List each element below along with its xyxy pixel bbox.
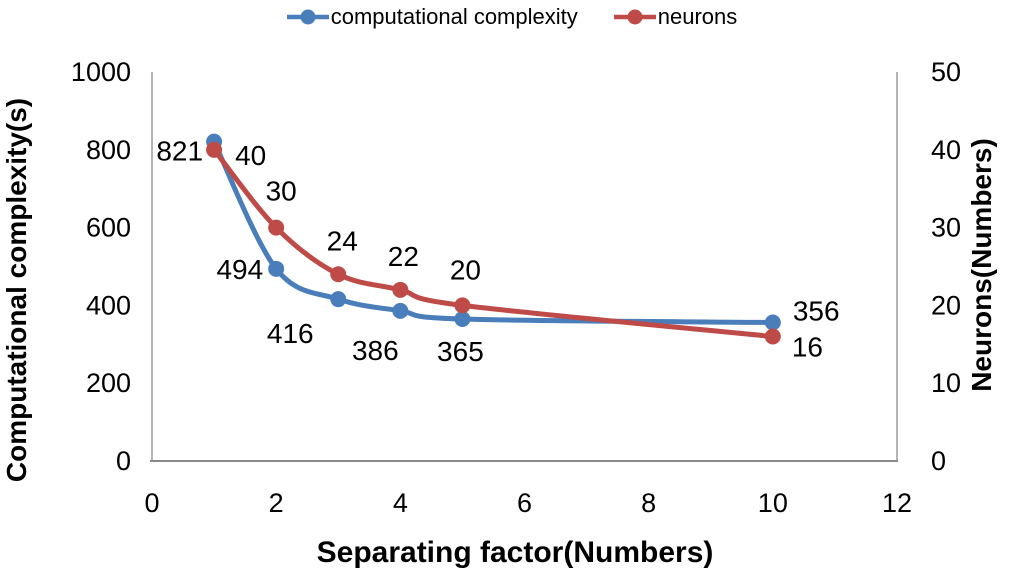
data-label: 20 [450,254,481,285]
y-right-tick-label: 50 [931,57,961,87]
data-point-marker [392,302,409,319]
data-label: 365 [437,336,484,367]
legend-item-computational-complexity: computational complexity [286,4,578,29]
data-label: 821 [156,136,203,167]
x-tick-label: 6 [517,488,532,518]
data-label: 494 [216,254,263,285]
y-right-tick-label: 40 [931,135,961,165]
data-point-marker [764,314,781,331]
y-right-ticks: 0 10 20 30 40 50 [931,57,961,476]
data-label: 30 [266,176,297,207]
y-left-tick-label: 1000 [71,57,131,87]
legend-item-neurons: neurons [613,4,738,29]
data-label: 356 [793,296,840,327]
y-right-tick-label: 10 [931,368,961,398]
data-point-marker [268,260,285,277]
y-right-tick-label: 30 [931,213,961,243]
series-lines [206,133,781,345]
y-left-tick-label: 200 [86,368,131,398]
y-left-tick-label: 800 [86,135,131,165]
data-label: 22 [388,241,419,272]
legend-label-neurons: neurons [657,4,738,29]
data-point-marker [454,311,471,328]
y-right-axis-title: Neurons(Numbers) [966,138,997,392]
y-left-ticks: 0 200 400 600 800 1000 [71,57,131,476]
data-point-marker [330,291,347,308]
series-line [211,147,776,340]
legend-line-marker-icon [613,9,656,25]
data-point-marker [206,141,223,158]
x-tick-label: 12 [882,488,912,518]
legend-circle-marker [627,9,643,25]
data-point-marker [268,219,285,236]
x-axis-title: Separating factor(Numbers) [317,536,714,569]
y-left-axis-title: Computational complexity(s) [1,98,32,482]
data-label: 416 [267,318,314,349]
legend-line-marker-icon [286,9,329,25]
series-line [211,139,776,326]
data-label: 24 [327,225,358,256]
data-label: 386 [352,335,399,366]
y-left-tick-label: 0 [116,446,131,476]
x-tick-label: 2 [269,488,284,518]
data-label: 16 [792,332,823,363]
data-point-marker [454,297,471,314]
y-right-tick-label: 0 [931,446,946,476]
y-left-tick-label: 600 [86,213,131,243]
legend-label-computational-complexity: computational complexity [330,4,578,29]
data-point-marker [330,266,347,283]
x-ticks: 0 2 4 6 8 10 12 [144,488,912,518]
y-left-tick-label: 400 [86,290,131,320]
x-tick-label: 4 [393,488,408,518]
data-point-marker [764,328,781,345]
x-tick-label: 10 [758,488,788,518]
data-label: 40 [235,140,266,171]
data-point-marker [392,281,409,298]
y-right-tick-label: 20 [931,290,961,320]
x-tick-label: 0 [144,488,159,518]
legend-circle-marker [300,9,316,25]
x-tick-label: 8 [641,488,656,518]
chart-legend: computational complexity neurons [0,6,1024,28]
